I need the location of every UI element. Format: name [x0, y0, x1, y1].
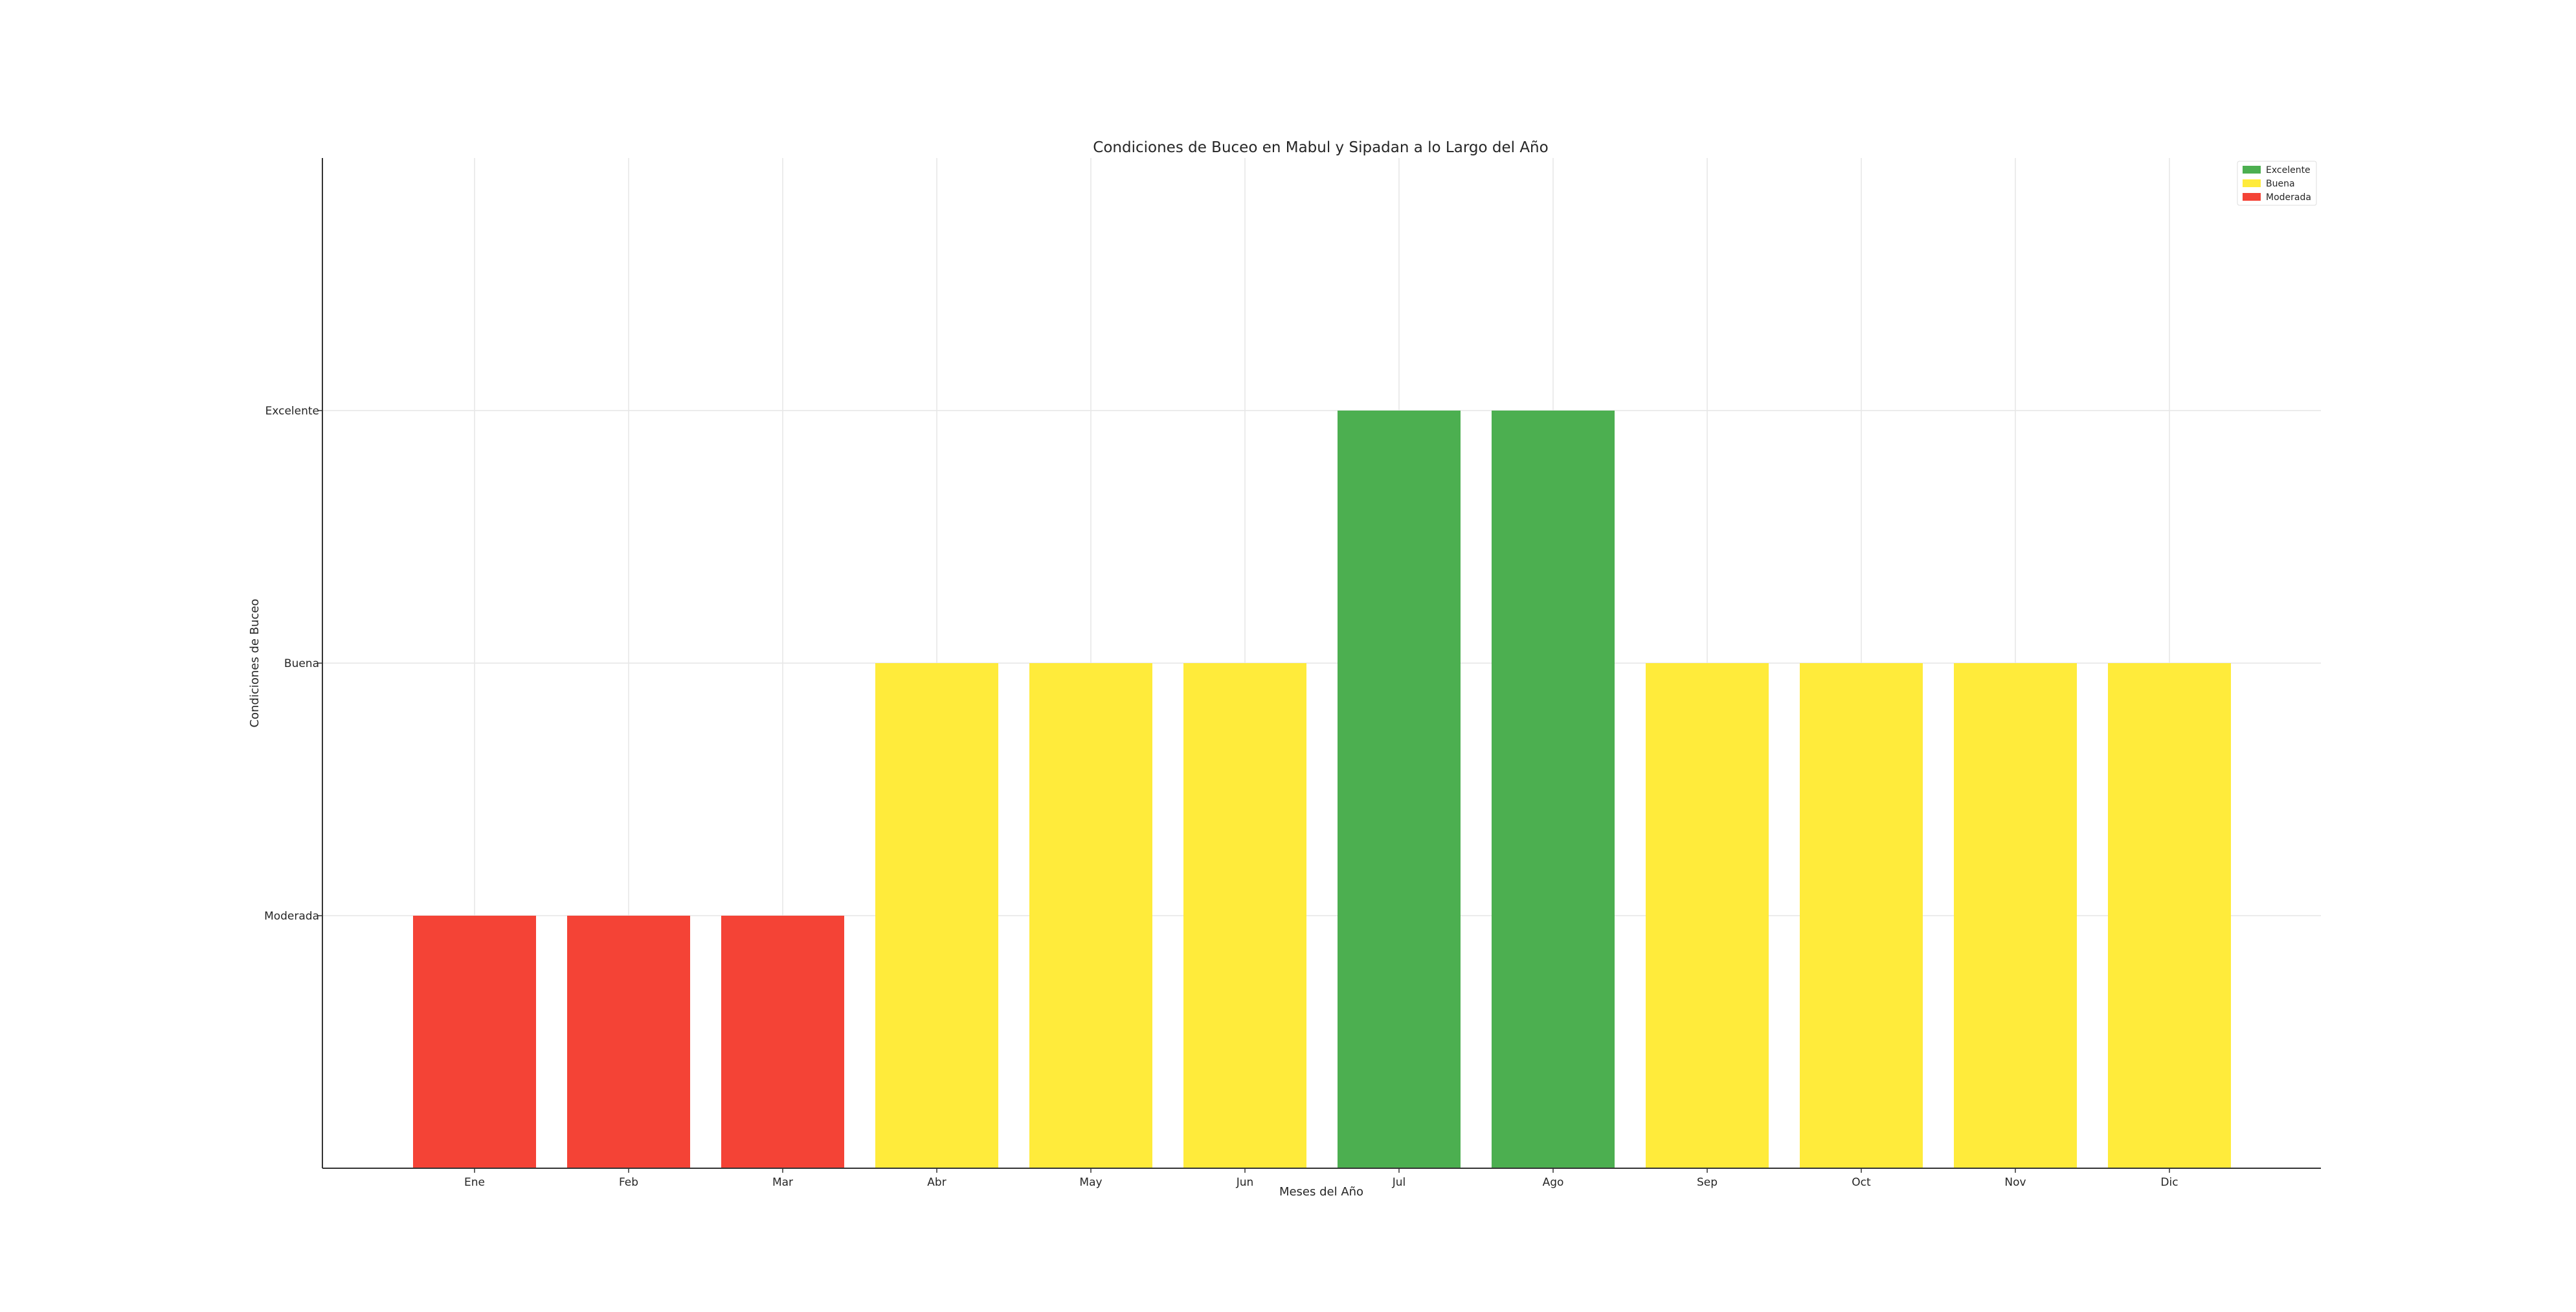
y-tick-label: Moderada	[264, 910, 319, 923]
bar-may	[1029, 663, 1152, 1168]
bar-mar	[721, 916, 844, 1168]
bar-oct	[1800, 663, 1923, 1168]
bar-nov	[1954, 663, 2077, 1168]
x-tick-label: Jul	[1392, 1176, 1406, 1189]
x-tick-label: May	[1079, 1176, 1102, 1189]
bars	[413, 411, 2231, 1168]
x-tick-label: Abr	[927, 1176, 946, 1189]
x-tick-label: Ene	[464, 1176, 485, 1189]
bar-abr	[875, 663, 998, 1168]
legend: Excelente Buena Moderada	[2237, 161, 2317, 206]
x-tick-label: Dic	[2160, 1176, 2178, 1189]
bar-dic	[2108, 663, 2231, 1168]
x-tick-label: Jun	[1236, 1176, 1254, 1189]
legend-label-buena: Buena	[2266, 179, 2295, 189]
bar-jun	[1183, 663, 1306, 1168]
legend-swatch-excelente	[2243, 166, 2261, 174]
bar-jul	[1338, 411, 1461, 1168]
x-tick-label: Feb	[619, 1176, 638, 1189]
legend-label-moderada: Moderada	[2266, 192, 2311, 203]
x-ticks: Ene Feb Mar Abr May Jun Jul Ago Sep Oct Nov Dic	[464, 1168, 2178, 1189]
chart-title: Condiciones de Buceo en Mabul y Sipadan …	[1093, 139, 1548, 156]
y-tick-label: Buena	[284, 657, 319, 670]
bar-sep	[1646, 663, 1769, 1168]
x-axis-label: Meses del Año	[1279, 1185, 1363, 1199]
y-tick-label: Excelente	[265, 405, 319, 418]
bar-ene	[413, 916, 536, 1168]
bar-ago	[1492, 411, 1615, 1168]
x-tick-label: Sep	[1697, 1176, 1718, 1189]
x-tick-label: Nov	[2004, 1176, 2026, 1189]
legend-swatch-buena	[2243, 179, 2261, 187]
x-tick-label: Ago	[1543, 1176, 1564, 1189]
legend-swatch-moderada	[2243, 193, 2261, 201]
legend-label-excelente: Excelente	[2266, 165, 2311, 175]
y-axis-label: Condiciones de Buceo	[248, 599, 262, 728]
y-ticks: Moderada Buena Excelente	[264, 405, 322, 923]
x-tick-label: Mar	[772, 1176, 793, 1189]
bar-feb	[567, 916, 690, 1168]
x-tick-label: Oct	[1852, 1176, 1871, 1189]
